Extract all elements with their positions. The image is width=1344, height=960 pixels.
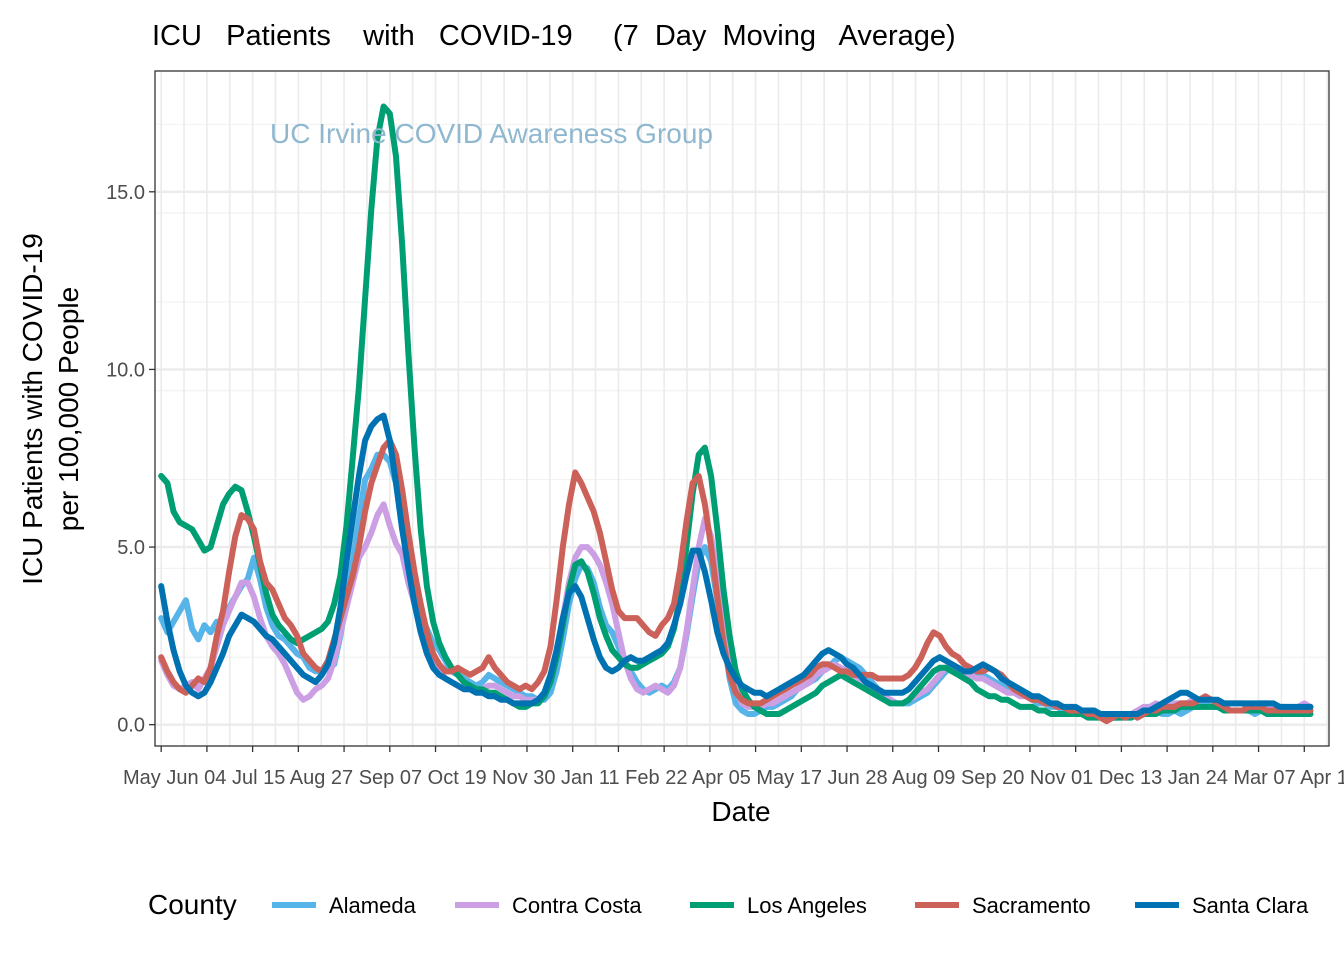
plot-border <box>154 70 1330 747</box>
legend-title: County <box>148 889 237 920</box>
y-axis-title-line1: ICU Patients with COVID-19 <box>17 233 48 585</box>
legend-label-contra-costa: Contra Costa <box>512 893 642 918</box>
y-tick-label: 15.0 <box>106 182 145 204</box>
x-axis: May Jun 04 Jul 15 Aug 27 Sep 07 Oct 19 N… <box>123 746 1344 789</box>
chart-title: ICU Patients with COVID-19 (7 Day Moving… <box>152 20 956 52</box>
plot-background <box>155 71 1329 746</box>
x-tick-labels: May Jun 04 Jul 15 Aug 27 Sep 07 Oct 19 N… <box>123 767 1344 789</box>
legend: County Alameda Contra Costa Los Angeles Sac… <box>148 889 1309 920</box>
y-axis-title: ICU Patients with COVID-19 per 100,000 P… <box>17 233 84 585</box>
y-tick-label: 0.0 <box>117 715 145 737</box>
legend-label-santa-clara: Santa Clara <box>1192 893 1309 918</box>
y-tick-label: 5.0 <box>117 537 145 559</box>
legend-item-sacramento: Sacramento <box>915 893 1091 918</box>
watermark-text: UC Irvine COVID Awareness Group <box>270 118 713 149</box>
series-line-los-angeles <box>158 103 1314 721</box>
legend-item-santa-clara: Santa Clara <box>1135 893 1309 918</box>
legend-item-alameda: Alameda <box>272 893 417 918</box>
series-line-santa-clara <box>158 412 1314 717</box>
legend-label-los-angeles: Los Angeles <box>747 893 867 918</box>
series-lines <box>158 103 1314 725</box>
legend-item-los-angeles: Los Angeles <box>690 893 867 918</box>
y-axis: 0.0 5.0 10.0 15.0 <box>106 182 155 737</box>
legend-label-sacramento: Sacramento <box>972 893 1091 918</box>
x-axis-title: Date <box>711 796 770 827</box>
legend-label-alameda: Alameda <box>329 893 417 918</box>
y-axis-title-line2: per 100,000 People <box>53 287 84 531</box>
legend-item-contra-costa: Contra Costa <box>455 893 642 918</box>
y-tick-label: 10.0 <box>106 359 145 381</box>
